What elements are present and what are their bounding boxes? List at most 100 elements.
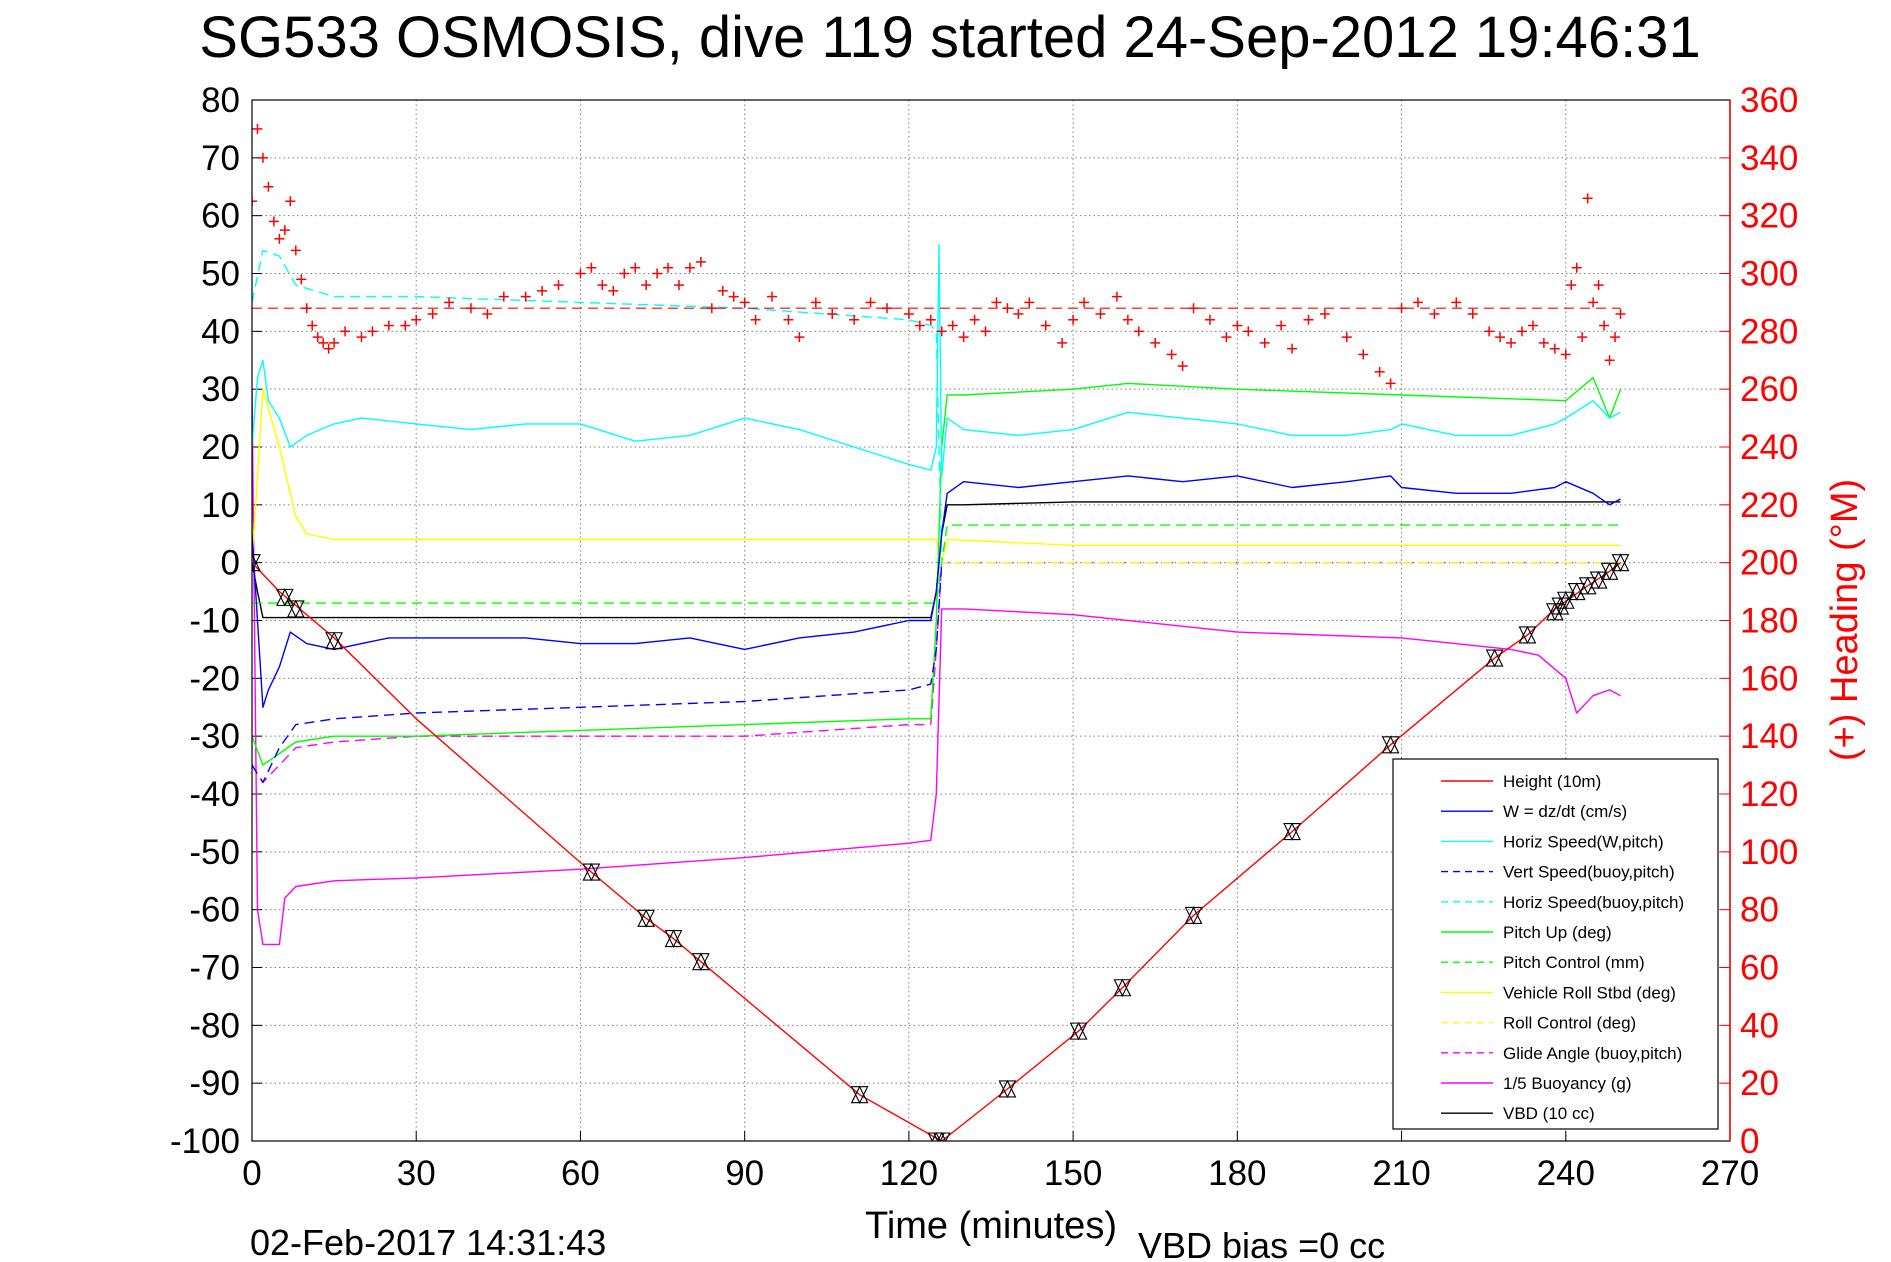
depth-marker [1381,735,1400,755]
heading-point [1385,378,1396,389]
heading-point [1615,308,1626,319]
heading-point [1566,280,1577,291]
heading-point [1429,308,1440,319]
right-tick-label: 120 [1740,775,1798,814]
heading-point [1593,280,1604,291]
heading-point [1319,308,1330,319]
heading-point [290,245,301,256]
heading-point [1276,320,1287,331]
left-tick-label: 80 [201,81,240,120]
left-tick-label: -40 [189,775,240,814]
heading-point [257,152,268,163]
heading-point [619,268,630,279]
left-tick-label: 40 [201,312,240,351]
bottom-tick-label: 120 [880,1154,938,1193]
heading-point [914,320,925,331]
heading-point [482,308,493,319]
right-tick-label: 300 [1740,255,1798,294]
right-tick-label: 80 [1740,891,1779,930]
legend-entry: W = dz/dt (cm/s) [1503,802,1627,821]
legend-entry: Pitch Control (mm) [1503,953,1645,972]
heading-point [1079,297,1090,308]
depth-marker [582,862,601,882]
heading-point [849,314,860,325]
heading-point [881,303,892,314]
heading-point [427,308,438,319]
right-tick-label: 20 [1740,1064,1779,1103]
heading-point [794,332,805,343]
heading-point [1166,349,1177,360]
depth-marker [325,631,344,650]
heading-point [1287,343,1298,354]
heading-point [969,314,980,325]
bottom-tick-label: 60 [561,1154,600,1193]
heading-point [323,343,334,354]
right-tick-label: 220 [1740,486,1798,525]
heading-point [684,262,695,273]
legend-entry: Horiz Speed(buoy,pitch) [1503,893,1684,912]
heading-point [1484,326,1495,337]
heading-point [285,196,296,207]
heading-point [695,256,706,267]
right-tick-label: 100 [1740,833,1798,872]
series-layer [252,243,1622,1141]
right-tick-label: 180 [1740,602,1798,641]
left-tick-label: -10 [189,602,240,641]
heading-point [1013,308,1024,319]
heading-point [1538,337,1549,348]
heading-point [1177,361,1188,372]
bottom-tick-label: 0 [242,1154,261,1193]
heading-point [553,280,564,291]
right-tick-label: 320 [1740,197,1798,236]
right-tick-label: 160 [1740,659,1798,698]
heading-point [1549,343,1560,354]
heading-point [652,268,663,279]
right-tick-label: 340 [1740,139,1798,178]
left-tick-label: 60 [201,197,240,236]
heading-point [1506,337,1517,348]
depth-marker [998,1079,1017,1099]
heading-point [252,123,263,134]
legend-entry: Vert Speed(buoy,pitch) [1503,863,1675,882]
heading-point [356,332,367,343]
heading-point [383,320,394,331]
heading-layer [252,123,1626,389]
bottom-axis-ticks: 0 30 60 90 120 150 180 210 240 270 [242,1131,1759,1193]
heading-point [1221,332,1232,343]
heading-point [1068,314,1079,325]
left-tick-label: -20 [189,659,240,698]
heading-point [1604,355,1615,366]
heading-point [1358,349,1369,360]
heading-point [274,233,285,244]
bottom-tick-label: 210 [1372,1154,1430,1193]
depth-marker [1556,591,1575,610]
legend-entry: Vehicle Roll Stbd (deg) [1503,983,1676,1002]
depth-marker [1069,1021,1088,1041]
heading-point [1341,332,1352,343]
depth-marker [1518,625,1537,645]
heading-point [783,314,794,325]
heading-point [1122,314,1133,325]
heading-point [1204,314,1215,325]
heading-point [767,291,778,302]
heading-point [750,314,761,325]
legend-entry: Horiz Speed(W,pitch) [1503,832,1664,851]
heading-point [263,181,274,192]
heading-point [827,308,838,319]
heading-point [936,326,947,337]
marker-layer [252,553,1630,1141]
left-tick-label: -30 [189,717,240,756]
legend-entry: Height (10m) [1503,772,1601,791]
heading-point [706,303,717,314]
bottom-tick-label: 270 [1701,1154,1759,1193]
left-tick-label: 50 [201,255,240,294]
legend-entry: 1/5 Buoyancy (g) [1503,1074,1632,1093]
heading-point [465,303,476,314]
series-line-9 [252,562,1621,784]
right-axis-ticks: 3603403203002802602402202001801601401201… [1720,81,1798,1161]
heading-point [1610,332,1621,343]
heading-point [739,297,750,308]
right-tick-label: 260 [1740,370,1798,409]
right-tick-label: 200 [1740,544,1798,583]
